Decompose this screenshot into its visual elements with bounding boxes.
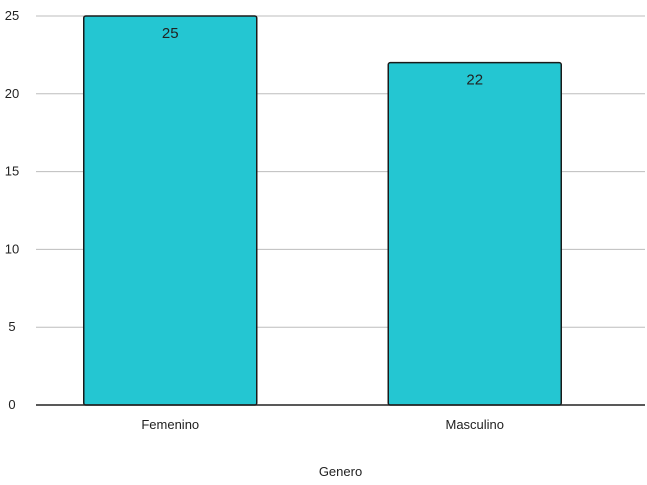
x-axis-title: Genero	[319, 464, 362, 479]
data-label: 22	[466, 72, 483, 89]
x-axis-ticks: Femenino Masculino	[141, 417, 504, 432]
x-tick-label: Femenino	[141, 417, 199, 432]
y-axis-ticks: 0 5 10 15 20 25	[5, 8, 19, 412]
data-label: 25	[162, 25, 179, 42]
y-tick-label: 25	[5, 8, 19, 23]
y-tick-label: 0	[8, 397, 15, 412]
bar-masculino	[388, 63, 561, 405]
y-tick-label: 5	[8, 319, 15, 334]
y-tick-label: 10	[5, 241, 19, 256]
bars	[84, 16, 562, 405]
y-tick-label: 15	[5, 164, 19, 179]
bar-femenino	[84, 16, 257, 405]
x-tick-label: Masculino	[445, 417, 504, 432]
y-tick-label: 20	[5, 86, 19, 101]
